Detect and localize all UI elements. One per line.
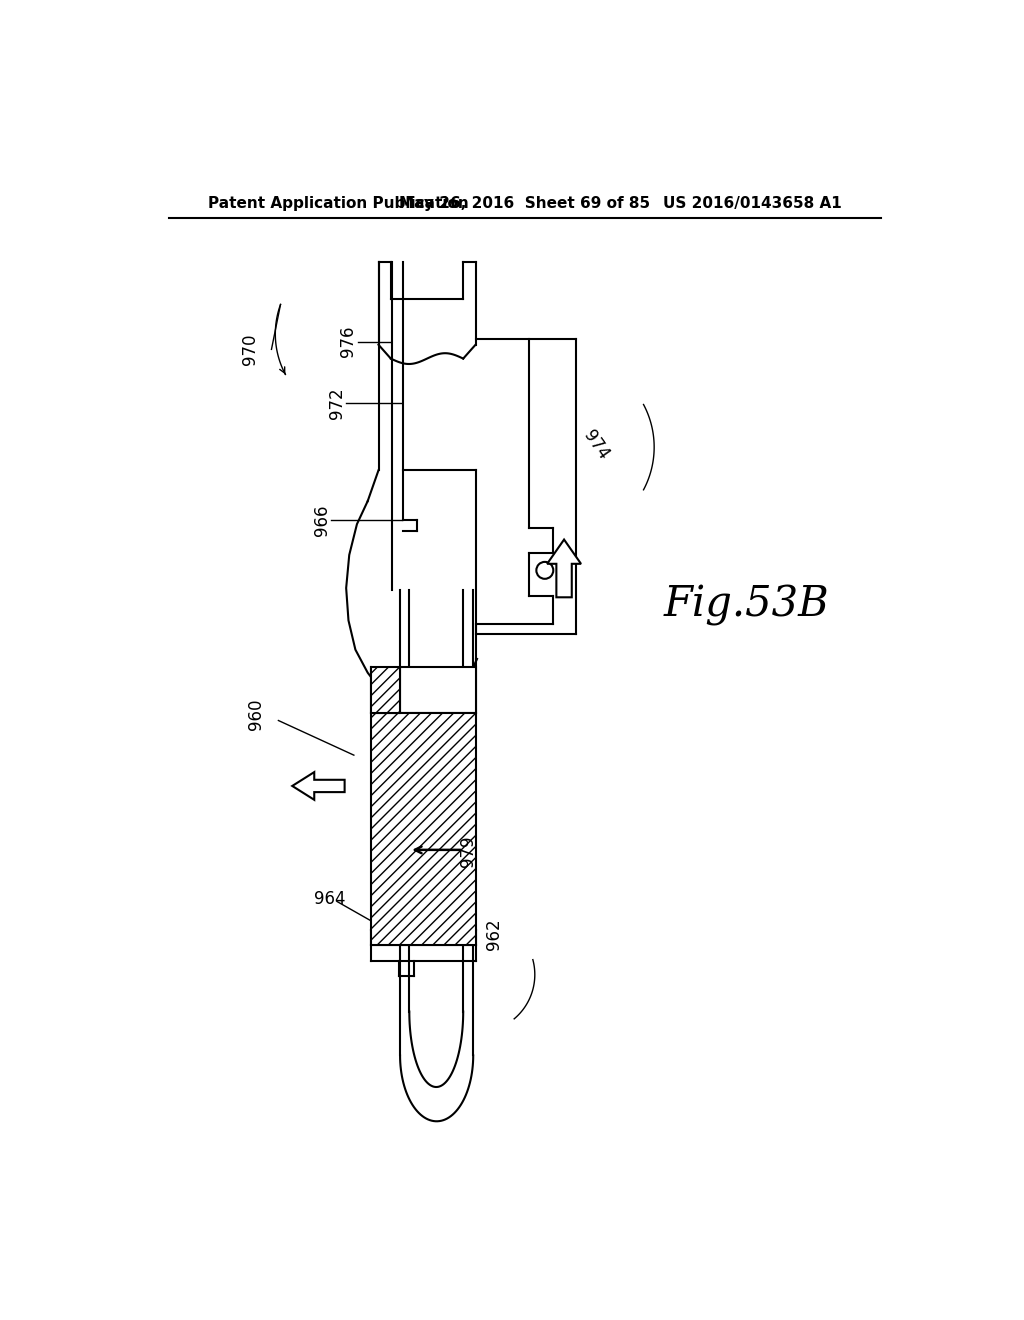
Text: 972: 972 xyxy=(328,388,346,418)
Text: 970: 970 xyxy=(241,334,259,366)
Polygon shape xyxy=(292,772,345,800)
Text: May 26, 2016  Sheet 69 of 85: May 26, 2016 Sheet 69 of 85 xyxy=(399,195,650,211)
Text: 960: 960 xyxy=(247,698,265,730)
Text: 964: 964 xyxy=(313,890,345,908)
Bar xyxy=(400,667,475,713)
Text: 962: 962 xyxy=(485,919,503,950)
Text: US 2016/0143658 A1: US 2016/0143658 A1 xyxy=(664,195,842,211)
Bar xyxy=(371,713,475,945)
Text: 979: 979 xyxy=(459,836,477,867)
Text: 966: 966 xyxy=(312,504,331,536)
Text: Patent Application Publication: Patent Application Publication xyxy=(208,195,468,211)
Text: Fig.53B: Fig.53B xyxy=(664,583,829,626)
Polygon shape xyxy=(547,540,581,597)
Text: 974: 974 xyxy=(580,426,612,463)
Polygon shape xyxy=(371,667,400,713)
Text: 976: 976 xyxy=(340,326,357,358)
